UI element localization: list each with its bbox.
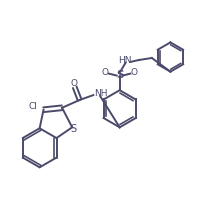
Text: S: S — [70, 124, 76, 134]
Text: O: O — [130, 68, 137, 77]
Text: NH: NH — [94, 89, 108, 98]
Text: HN: HN — [118, 56, 131, 65]
Text: S: S — [116, 70, 123, 80]
Text: O: O — [102, 68, 109, 77]
Text: Cl: Cl — [28, 102, 37, 111]
Text: O: O — [70, 79, 77, 88]
